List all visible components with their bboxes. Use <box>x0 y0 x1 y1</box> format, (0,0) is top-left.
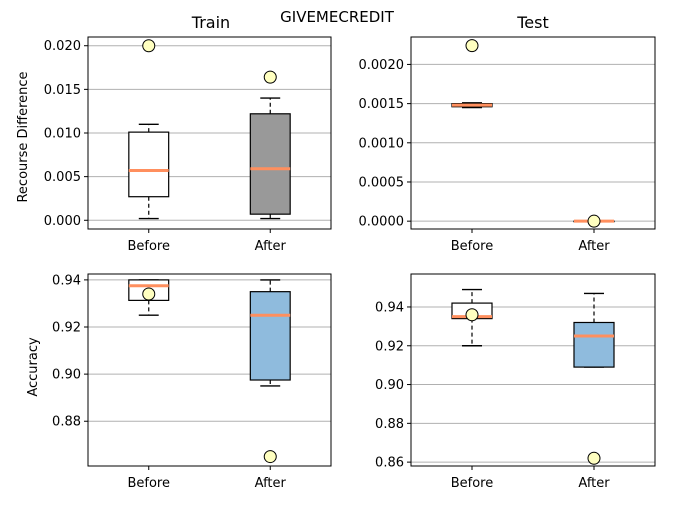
x-tick-label: Before <box>127 239 170 254</box>
y-tick-label: 0.94 <box>52 273 81 288</box>
y-tick-label: 0.015 <box>44 83 81 98</box>
outlier-marker <box>587 214 601 228</box>
y-tick-label: 0.86 <box>375 456 404 471</box>
y-tick-label: 0.0015 <box>359 97 405 112</box>
x-tick-label: After <box>255 476 287 491</box>
box-before <box>128 131 170 198</box>
outlier-marker <box>587 451 601 465</box>
y-tick-label: 0.000 <box>44 214 81 229</box>
y-axis-label-recourse: Recourse Difference <box>16 71 31 202</box>
y-tick-label: 0.0010 <box>359 136 405 151</box>
outlier-marker <box>263 450 277 464</box>
axes-frame <box>87 273 332 467</box>
panel-title-train: Train <box>191 13 230 32</box>
y-tick-label: 0.90 <box>52 368 81 383</box>
axes-frame <box>410 36 656 230</box>
x-tick-label: After <box>578 476 610 491</box>
x-tick-label: Before <box>127 476 170 491</box>
y-tick-label: 0.020 <box>44 39 81 54</box>
box-after <box>573 321 615 368</box>
outlier-marker <box>263 70 277 84</box>
y-tick-label: 0.010 <box>44 127 81 142</box>
y-tick-label: 0.0000 <box>359 215 405 230</box>
axes-frame <box>87 36 332 230</box>
panel-test-recourse: 0.0000 0.0005 0.0010 0.0015 0.0020 Before Afte… <box>359 36 656 254</box>
x-tick-label: After <box>578 239 610 254</box>
y-tick-label: 0.90 <box>375 378 404 393</box>
x-tick-label: Before <box>451 239 494 254</box>
figure-title: GIVEMECREDIT <box>280 8 395 26</box>
y-tick-label: 0.92 <box>375 339 404 354</box>
outlier-marker <box>465 39 479 53</box>
box-after <box>249 291 291 381</box>
x-tick-label: Before <box>451 476 494 491</box>
y-tick-label: 0.92 <box>52 321 81 336</box>
panel-test-accuracy: 0.86 0.88 0.90 0.92 0.94 Before After <box>375 273 656 491</box>
panel-title-test: Test <box>516 13 549 32</box>
y-tick-label: 0.94 <box>375 300 404 315</box>
panel-train-recourse: 0.000 0.005 0.010 0.015 0.020 Before After <box>44 36 332 254</box>
y-tick-label: 0.88 <box>375 417 404 432</box>
y-tick-label: 0.88 <box>52 415 81 430</box>
box-after <box>249 113 291 215</box>
x-tick-label: After <box>255 239 287 254</box>
y-tick-label: 0.0005 <box>359 175 405 190</box>
panel-train-accuracy: 0.88 0.90 0.92 0.94 Before After <box>52 273 332 491</box>
y-tick-label: 0.005 <box>44 170 81 185</box>
outlier-marker <box>142 287 156 301</box>
outlier-marker <box>465 308 479 322</box>
y-tick-label: 0.0020 <box>359 58 405 73</box>
y-axis-label-accuracy: Accuracy <box>26 337 41 397</box>
outlier-marker <box>142 39 156 53</box>
axes-frame <box>410 273 656 467</box>
